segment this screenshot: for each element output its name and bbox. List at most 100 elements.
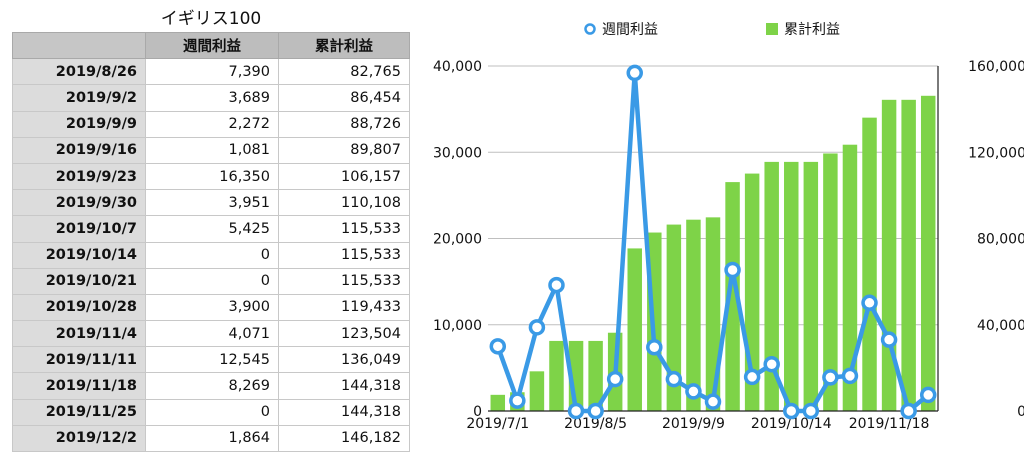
line-point (704, 393, 722, 410)
row-date: 2019/10/14 (12, 241, 146, 269)
table-title: イギリス100 (160, 9, 262, 29)
table-row: 2019/9/16 1,081 89,807 (12, 136, 410, 164)
legend-marker-cumulative (766, 23, 778, 35)
y-left-tick-label: 30,000 (433, 145, 482, 161)
line-point (489, 338, 507, 355)
bar (784, 161, 799, 411)
row-weekly: 16,350 (145, 162, 279, 191)
row-weekly: 5,425 (145, 215, 279, 243)
profit-chart: 0 10,000 20,000 30,000 40,000 0 40,000 80,000 12… (433, 22, 1024, 432)
line-point (802, 402, 820, 420)
table-row: 2019/9/2 3,689 86,454 (12, 84, 410, 112)
bar (666, 224, 682, 411)
row-cumulative: 146,182 (278, 424, 410, 452)
line-point (919, 386, 937, 404)
row-date: 2019/11/25 (12, 398, 146, 426)
line-point (685, 383, 702, 400)
bar (920, 95, 936, 412)
row-weekly: 1,081 (145, 136, 279, 164)
row-date: 2019/12/2 (12, 424, 146, 452)
row-weekly: 1,864 (145, 424, 279, 452)
row-date: 2019/9/23 (12, 162, 146, 191)
row-cumulative: 115,533 (278, 267, 410, 295)
table-row: 2019/9/30 3,951 110,108 (12, 189, 410, 217)
line-point (509, 392, 526, 409)
row-weekly: 0 (145, 267, 279, 295)
legend-marker-weekly (584, 23, 596, 35)
y-left-tick-label: 40,000 (433, 59, 482, 75)
bar (901, 99, 916, 411)
line-point (763, 355, 780, 373)
line-point (861, 294, 878, 312)
row-weekly: 8,269 (145, 372, 279, 400)
header-cumulative: 累計利益 (278, 31, 410, 60)
legend-label-weekly: 週間利益 (602, 22, 658, 38)
row-weekly: 2,272 (145, 110, 279, 138)
row-cumulative: 144,318 (278, 398, 410, 426)
x-tick-label: 2019/9/9 (662, 416, 725, 432)
legend-label-cumulative: 累計利益 (784, 22, 840, 38)
profit-table: 週間利益 累計利益 2019/8/26 7,390 82,765 2019/9/2 3,… (12, 31, 410, 452)
table-row: 2019/8/26 7,390 82,765 (12, 58, 410, 86)
y-left-tick-label: 0 (473, 404, 482, 420)
row-date: 2019/11/18 (12, 372, 146, 400)
bar (490, 394, 506, 411)
table-panel: イギリス100 週間利益 累計利益 2019/8/26 7,390 82,765 20… (0, 0, 420, 452)
table-row: 2019/10/21 0 115,533 (12, 267, 410, 295)
bar (764, 161, 779, 411)
row-cumulative: 82,765 (278, 58, 410, 86)
bar (823, 153, 838, 411)
row-weekly: 4,071 (145, 320, 279, 348)
row-date: 2019/11/11 (12, 346, 146, 374)
row-date: 2019/9/9 (12, 110, 146, 138)
row-weekly: 3,951 (145, 189, 279, 217)
bar (627, 248, 642, 411)
row-cumulative: 119,433 (278, 293, 410, 322)
line-point (724, 261, 741, 279)
table-row: 2019/11/18 8,269 144,318 (12, 372, 410, 400)
row-date: 2019/10/7 (12, 215, 146, 243)
header-corner (12, 31, 146, 60)
line-point (783, 402, 800, 420)
row-date: 2019/9/16 (12, 136, 146, 164)
line-point (900, 402, 917, 420)
line-point (626, 64, 643, 82)
line-point (606, 370, 624, 388)
row-date: 2019/10/21 (12, 267, 146, 295)
line-point (587, 402, 604, 420)
table-header-row: 週間利益 累計利益 (12, 31, 410, 60)
y-right-tick-label: 80,000 (977, 232, 1024, 248)
line-point (665, 370, 683, 388)
bar (529, 371, 545, 411)
row-cumulative: 88,726 (278, 110, 410, 138)
row-weekly: 3,689 (145, 84, 279, 112)
row-cumulative: 144,318 (278, 372, 410, 400)
y-right-tick-label: 0 (1017, 404, 1024, 420)
row-weekly: 12,545 (145, 346, 279, 374)
x-tick-label: 2019/7/1 (466, 416, 529, 432)
row-date: 2019/9/30 (12, 189, 146, 217)
table-row: 2019/9/9 2,272 88,726 (12, 110, 410, 138)
row-date: 2019/8/26 (12, 58, 146, 86)
line-point (822, 369, 839, 386)
table-row: 2019/9/23 16,350 106,157 (12, 162, 410, 191)
x-tick-label: 2019/11/18 (849, 416, 930, 432)
row-cumulative: 123,504 (278, 320, 410, 348)
row-date: 2019/11/4 (12, 320, 146, 348)
bar (842, 144, 858, 411)
y-right-tick-label: 120,000 (968, 145, 1024, 161)
y-right-tick-label: 160,000 (968, 59, 1024, 75)
line-point (743, 368, 761, 386)
row-weekly: 7,390 (145, 58, 279, 86)
row-cumulative: 89,807 (278, 136, 410, 164)
bar (588, 340, 603, 411)
row-cumulative: 136,049 (278, 346, 410, 374)
line-point (880, 331, 898, 348)
header-weekly: 週間利益 (145, 31, 279, 60)
y-right-tick-label: 40,000 (977, 318, 1024, 334)
x-tick-label: 2019/10/14 (751, 416, 832, 432)
row-cumulative: 115,533 (278, 215, 410, 243)
row-weekly: 0 (145, 241, 279, 269)
line-point (548, 276, 565, 294)
line-point (528, 319, 546, 336)
